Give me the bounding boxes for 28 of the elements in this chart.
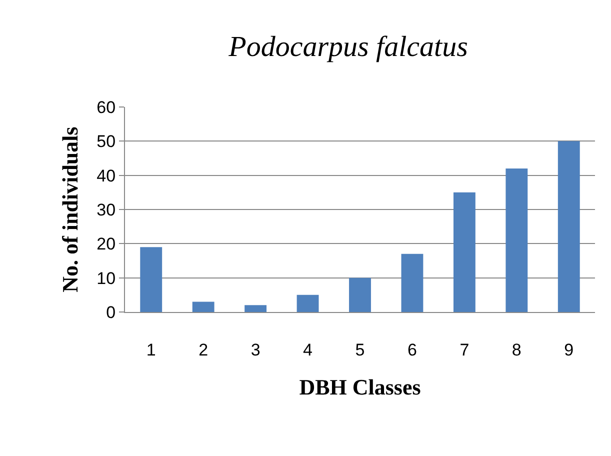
x-tick-label: 5 [355, 340, 365, 360]
y-tick-label: 60 [96, 98, 116, 117]
y-tick-label: 0 [106, 302, 116, 322]
x-axis-title: DBH Classes [299, 374, 422, 400]
x-tick-label: 4 [303, 340, 313, 360]
y-tick-label: 10 [96, 268, 116, 288]
y-tick-label: 30 [96, 200, 116, 220]
bar [506, 168, 528, 312]
x-tick-label: 7 [460, 340, 470, 360]
bar [296, 294, 319, 312]
x-tick-label: 3 [250, 340, 260, 360]
bar [192, 302, 214, 312]
bar [349, 278, 371, 312]
x-tick-label: 6 [407, 340, 417, 360]
bar [453, 192, 476, 312]
bar [401, 254, 424, 312]
chart-title: Podocarpus falcatus [228, 30, 468, 63]
y-tick-label: 40 [96, 166, 116, 186]
x-tick-label: 8 [512, 340, 522, 360]
bar [558, 141, 580, 312]
y-tick-label: 20 [96, 234, 116, 254]
x-tick-label: 2 [198, 340, 208, 360]
y-tick-label: 50 [96, 132, 116, 152]
x-tick-label: 9 [564, 340, 574, 360]
y-axis-title: No. of individuals [57, 126, 82, 292]
x-tick-label: 1 [146, 340, 156, 360]
bar [140, 247, 162, 312]
bar [244, 305, 267, 312]
